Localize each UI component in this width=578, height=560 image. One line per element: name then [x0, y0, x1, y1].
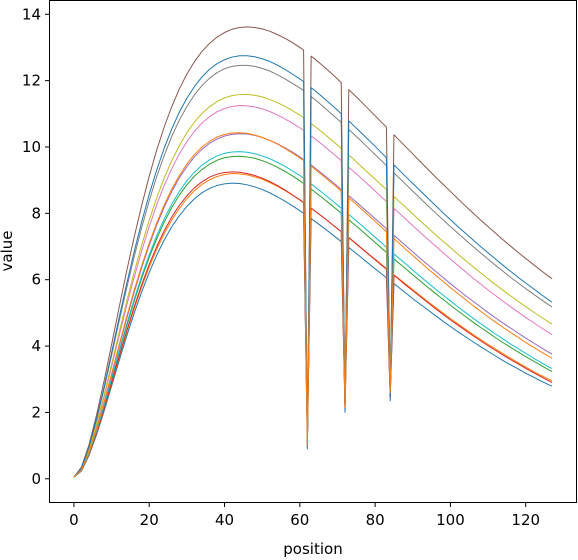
x-tick-label-4: 80	[366, 511, 385, 529]
x-tick-label-5: 100	[436, 511, 465, 529]
x-tick-label-1: 20	[140, 511, 159, 529]
y-tick-label-7: 14	[22, 5, 41, 23]
series-line-4	[73, 171, 553, 478]
y-tick-label-3: 6	[31, 271, 41, 289]
ticks-layer: 0 20 40 60 80 100 120 0 2 4 6 8 10 12 14	[22, 5, 540, 529]
series-line-2	[73, 173, 553, 478]
x-axis-label: position	[283, 540, 342, 558]
series-line-9	[73, 94, 553, 478]
x-tick-label-0: 0	[69, 511, 79, 529]
y-axis-label: value	[0, 231, 16, 272]
x-tick-label-6: 120	[511, 511, 540, 529]
y-tick-label-4: 8	[31, 204, 41, 222]
y-tick-label-2: 4	[31, 337, 41, 355]
y-tick-label-0: 0	[31, 470, 41, 488]
x-tick-label-2: 40	[215, 511, 234, 529]
series-line-8	[73, 64, 553, 478]
y-tick-label-5: 10	[22, 138, 41, 156]
y-tick-label-1: 2	[31, 403, 41, 421]
series-line-5	[73, 133, 553, 478]
y-tick-label-6: 12	[22, 72, 41, 90]
series-line-1	[73, 182, 553, 478]
plot-frame	[49, 0, 577, 503]
series-line-6	[73, 26, 553, 478]
series-line-12	[73, 132, 553, 478]
series-layer	[73, 26, 553, 478]
x-tick-label-3: 60	[290, 511, 309, 529]
series-line-10	[73, 151, 553, 478]
series-line-11	[73, 55, 553, 478]
series-line-7	[73, 105, 553, 478]
series-line-3	[73, 155, 553, 478]
